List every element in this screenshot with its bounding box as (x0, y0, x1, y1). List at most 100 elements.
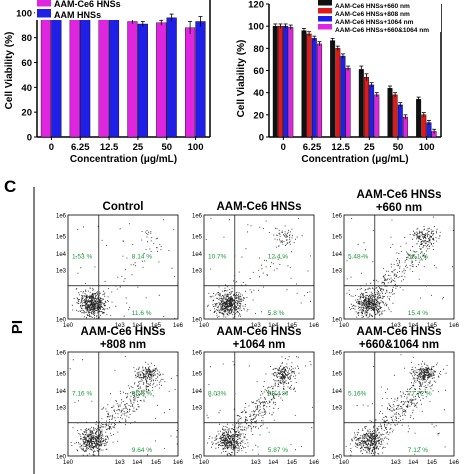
pi-axis-label: PI (9, 320, 26, 334)
bar (185, 27, 196, 138)
x-tick-label: 1e4 (408, 323, 419, 329)
quadrant-ul-value: 7.16 % (72, 391, 92, 398)
legend-label: AAM HNSs (54, 10, 101, 20)
plot-title-line2: +660 nm (376, 202, 422, 214)
plot-frame (67, 351, 179, 457)
legend-swatch (318, 16, 332, 22)
y-tick-label: 1e5 (56, 371, 67, 377)
bar (402, 116, 408, 138)
x-tick-label: 25 (364, 142, 375, 153)
quadrant-ul-value: 8.03% (208, 391, 227, 398)
y-tick-label: 40 (253, 88, 264, 99)
bar (98, 7, 109, 138)
y-tick-label: 1e0 (192, 455, 203, 461)
y-tick-label: 1e0 (56, 318, 67, 324)
plot-frame (203, 351, 315, 457)
bar (283, 25, 289, 138)
x-tick-label: 1e6 (173, 323, 184, 329)
x-tick-label: 1e3 (251, 460, 262, 466)
x-tick-label: 1e0 (199, 323, 210, 329)
quadrant-lr-value: 5.8 % (268, 310, 285, 317)
bar (421, 114, 427, 138)
x-tick-label: 25 (133, 142, 144, 153)
scatter-dots (346, 216, 454, 318)
legend-swatch (37, 0, 51, 7)
x-axis-label: Concentration (μg/mL) (70, 154, 177, 165)
legend-swatch (318, 24, 332, 30)
y-tick-label: 1e3 (192, 406, 203, 412)
quadrant-ur-value: 8.14 % (132, 254, 152, 261)
y-tick-label: 1e6 (56, 214, 67, 220)
quadrant-ur-value: 77.72 % (408, 391, 432, 398)
x-tick-label: 1e0 (63, 460, 74, 466)
x-tick-label: 1e4 (408, 460, 419, 466)
y-tick-label: 80 (21, 33, 32, 44)
y-tick-label: 60 (21, 58, 32, 69)
x-tick-label: 1e6 (309, 460, 320, 466)
bar (69, 10, 80, 138)
x-tick-label: 0 (49, 142, 54, 153)
x-tick-label: 1e3 (115, 323, 126, 329)
x-tick-label: 6.25 (71, 142, 90, 153)
y-tick-label: 1e6 (332, 351, 343, 357)
y-tick-label: 1e4 (192, 252, 203, 258)
scatter-dots (69, 356, 178, 456)
x-axis-label: Concentration (μg/mL) (301, 154, 408, 165)
legend-swatch (37, 9, 51, 18)
bar (277, 25, 283, 138)
y-tick-label: 1e6 (192, 214, 203, 220)
plot-title-line2: +1064 nm (233, 339, 286, 351)
y-tick-label: 100 (248, 22, 264, 33)
x-tick-label: 1e0 (339, 323, 350, 329)
y-axis-label: Cell Viability (%) (236, 40, 247, 118)
quadrant-ur-value: 12.4 % (268, 254, 288, 261)
y-tick-label: 1e5 (332, 371, 343, 377)
plot-title: AAM-Ce6 HNSs (81, 326, 166, 338)
x-tick-label: 1e4 (132, 323, 143, 329)
x-tick-label: 12.5 (100, 142, 119, 153)
bar (358, 69, 364, 138)
bar (374, 94, 380, 138)
bar (272, 25, 278, 138)
x-tick-label: 1e3 (251, 323, 262, 329)
y-tick-label: 1e5 (56, 234, 67, 240)
bar (156, 22, 167, 138)
y-tick-label: 80 (253, 44, 264, 55)
x-tick-label: 12.5 (331, 142, 350, 153)
x-tick-label: 100 (188, 142, 204, 153)
legend-label: AAM-Ce6 HNSs (54, 0, 121, 9)
x-tick-label: 1e5 (287, 323, 298, 329)
y-tick-label: 60 (253, 66, 264, 77)
y-tick-label: 1e4 (332, 389, 343, 395)
quadrant-lr-value: 11.6 % (132, 310, 152, 317)
y-tick-label: 120 (248, 0, 264, 11)
bar (330, 40, 336, 138)
y-tick-label: 20 (21, 108, 32, 119)
x-tick-label: 1e4 (268, 323, 279, 329)
x-tick-label: 100 (419, 142, 435, 153)
x-tick-label: 1e6 (309, 323, 320, 329)
x-tick-label: 1e3 (115, 460, 126, 466)
quadrant-lr-value: 15.4 % (408, 310, 428, 317)
y-tick-label: 1e4 (192, 389, 203, 395)
plot-title: Control (103, 201, 144, 213)
plot-title-line2: +660&1064 nm (359, 339, 439, 351)
y-tick-label: 1e3 (56, 406, 67, 412)
x-tick-label: 1e6 (449, 323, 460, 329)
y-tick-label: 1e4 (56, 389, 67, 395)
bar (345, 68, 351, 138)
quadrant-lr-value: 7.12 % (408, 447, 428, 454)
legend-box (316, 0, 441, 32)
y-tick-label: 1e3 (56, 269, 67, 275)
bar (195, 21, 206, 138)
y-tick-label: 1e3 (332, 269, 343, 275)
bar (335, 48, 341, 138)
legend-label: AAM-Ce6 HNSs+660&1064 nm (335, 27, 429, 34)
plot-frame (343, 351, 455, 457)
legend-swatch (318, 0, 332, 6)
x-tick-label: 1e5 (427, 323, 438, 329)
quadrant-lr-value: 9.64 % (132, 447, 152, 454)
